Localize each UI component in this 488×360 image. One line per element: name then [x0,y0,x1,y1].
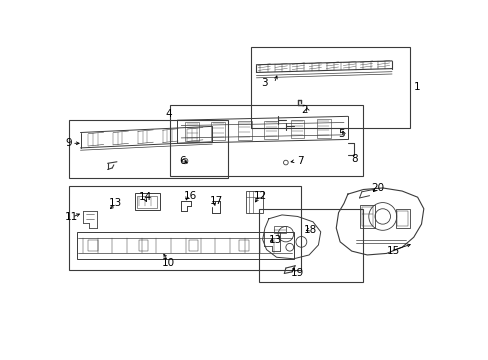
Bar [211,122,225,140]
Bar [395,209,409,228]
Bar [361,207,372,226]
Bar [239,239,248,251]
Text: 15: 15 [386,246,399,256]
Text: 11: 11 [65,212,78,222]
Bar [77,232,293,259]
Bar [237,121,251,140]
Bar [250,47,409,128]
Bar [274,226,285,233]
Bar [316,120,330,138]
Text: 19: 19 [290,267,303,278]
Bar [264,121,278,139]
Text: 4: 4 [165,109,172,119]
Bar [245,191,262,213]
Text: 6: 6 [179,156,185,166]
Text: 3: 3 [261,78,267,88]
Bar [290,120,304,139]
Text: 16: 16 [183,191,197,201]
Text: 9: 9 [65,138,71,148]
Text: 12: 12 [253,191,266,201]
Text: 8: 8 [351,154,358,164]
Bar [137,195,157,208]
Bar [397,211,407,226]
Bar [169,105,363,176]
Text: 20: 20 [370,183,384,193]
Bar [359,205,374,228]
Text: 17: 17 [209,196,223,206]
Bar [69,186,301,270]
Bar [138,239,148,251]
Bar [258,209,363,282]
Text: 10: 10 [162,258,175,267]
Bar [135,193,159,210]
Bar [189,239,198,251]
Text: 1: 1 [413,82,420,92]
Bar [185,122,199,141]
Bar [69,120,227,178]
Text: 7: 7 [297,156,304,166]
Text: 13: 13 [268,235,282,244]
Text: 18: 18 [303,225,316,235]
Text: 2: 2 [301,105,307,115]
Bar [88,239,97,251]
Text: 13: 13 [109,198,122,208]
Text: 5: 5 [338,129,345,139]
Text: 14: 14 [138,192,152,202]
